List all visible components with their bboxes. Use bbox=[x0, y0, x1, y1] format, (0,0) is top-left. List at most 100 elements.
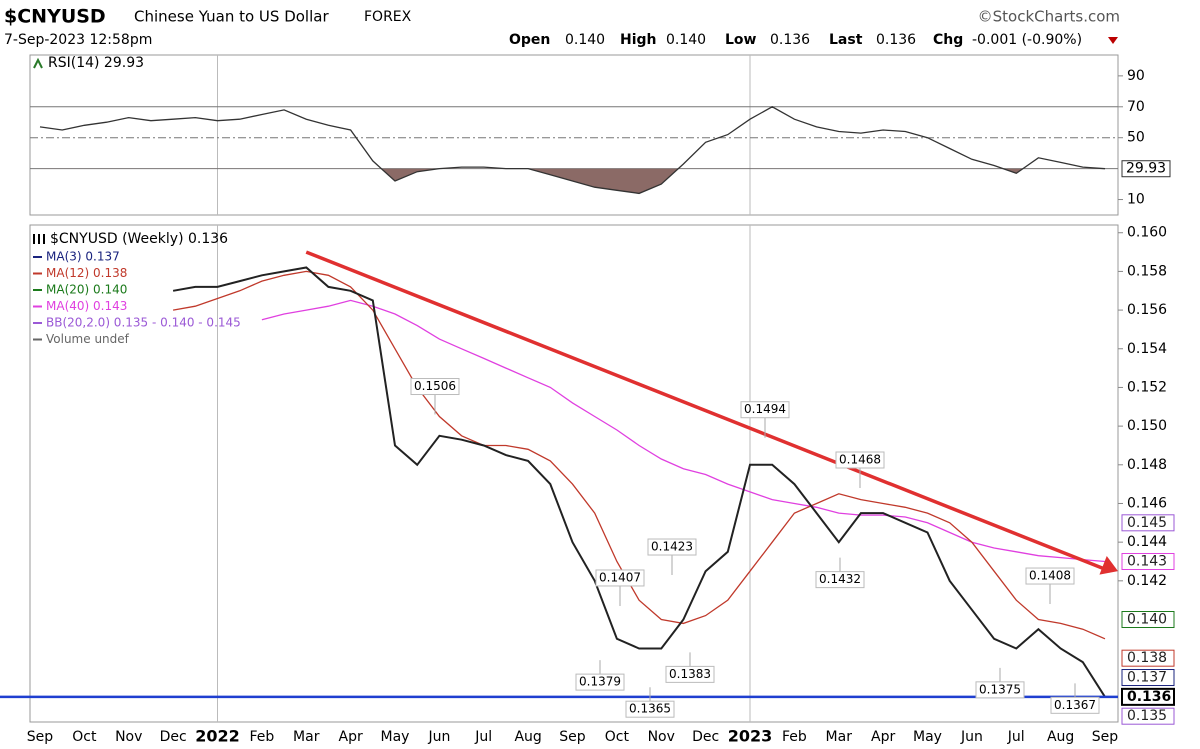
y-tick-label: 10 bbox=[1127, 192, 1145, 208]
x-tick-label: Mar bbox=[826, 729, 853, 745]
low-value: 0.136 bbox=[770, 32, 810, 48]
value-badge-label: 0.143 bbox=[1127, 553, 1167, 569]
annotation-box bbox=[1050, 696, 1100, 714]
x-tick-label: Sep bbox=[1092, 729, 1119, 745]
moving-average bbox=[261, 299, 1106, 563]
value-badge bbox=[1121, 707, 1175, 725]
legend-entry: MA(3) 0.137 bbox=[46, 250, 120, 264]
high-value: 0.140 bbox=[666, 32, 706, 48]
annotation-box bbox=[835, 451, 885, 469]
legend-icon bbox=[33, 57, 43, 69]
annotation-box bbox=[1025, 567, 1075, 585]
value-badge bbox=[1121, 649, 1175, 667]
legend-entry: BB(20,2.0) 0.135 - 0.140 - 0.145 bbox=[46, 316, 241, 330]
annotation: 0.1494 bbox=[744, 402, 786, 416]
trend-arrow bbox=[1099, 555, 1118, 575]
last-badge-label: 29.93 bbox=[1126, 161, 1166, 177]
y-tick-label: 0.146 bbox=[1127, 495, 1167, 511]
value-badge-label: 0.140 bbox=[1127, 612, 1167, 628]
y-tick-label: 0.154 bbox=[1127, 341, 1167, 357]
symbol: $CNYUSD bbox=[4, 6, 106, 28]
x-tick-label: Dec bbox=[692, 729, 719, 745]
x-tick-label: Apr bbox=[339, 729, 363, 745]
annotation: 0.1375 bbox=[979, 682, 1021, 696]
legend-entry: $CNYUSD (Weekly) 0.136 bbox=[50, 231, 228, 247]
y-tick-label: 0.150 bbox=[1127, 418, 1167, 434]
x-tick-label: Aug bbox=[1047, 729, 1074, 745]
x-tick-label: May bbox=[913, 729, 942, 745]
open-label: Open bbox=[509, 32, 550, 48]
x-tick-label: Feb bbox=[249, 729, 274, 745]
y-tick-label: 0.158 bbox=[1127, 263, 1167, 279]
y-tick-label: 70 bbox=[1127, 99, 1145, 115]
trend-line bbox=[305, 250, 1111, 573]
value-badge bbox=[1121, 552, 1175, 570]
legend-icon bbox=[33, 234, 45, 244]
annotation: 0.1407 bbox=[599, 570, 641, 584]
change-label: Chg bbox=[933, 32, 963, 48]
price-panel bbox=[29, 224, 1119, 723]
value-badge-label: 0.137 bbox=[1127, 670, 1167, 686]
x-tick-label: Aug bbox=[514, 729, 541, 745]
x-tick-label: Sep bbox=[27, 729, 54, 745]
oversold-fill bbox=[381, 168, 1105, 194]
down-arrow bbox=[1108, 37, 1118, 44]
x-tick-label: Feb bbox=[782, 729, 807, 745]
annotation: 0.1408 bbox=[1029, 569, 1071, 583]
x-tick-label: Nov bbox=[648, 729, 675, 745]
price-line bbox=[172, 266, 1106, 698]
value-badge bbox=[1121, 669, 1175, 687]
y-tick-label: 90 bbox=[1127, 68, 1145, 84]
x-tick-label: Jul bbox=[474, 729, 492, 745]
annotation-box bbox=[410, 378, 460, 396]
y-tick-label: 0.148 bbox=[1127, 457, 1167, 473]
change-value: -0.001 (-0.90%) bbox=[972, 32, 1082, 48]
value-badge-label: 0.136 bbox=[1127, 689, 1171, 705]
annotation: 0.1423 bbox=[651, 540, 693, 554]
y-tick-label: 0.160 bbox=[1127, 225, 1167, 241]
x-tick-label: Jun bbox=[960, 729, 983, 745]
annotation: 0.1432 bbox=[819, 572, 861, 586]
x-tick-label: Oct bbox=[605, 729, 630, 745]
value-badge bbox=[1121, 611, 1175, 629]
instrument-name: Chinese Yuan to US Dollar bbox=[134, 8, 329, 26]
last-value: 0.136 bbox=[876, 32, 916, 48]
high-label: High bbox=[620, 32, 657, 48]
y-tick-label: 0.144 bbox=[1127, 534, 1167, 550]
legend-entry: MA(20) 0.140 bbox=[46, 283, 127, 297]
value-badge-label: 0.138 bbox=[1127, 650, 1167, 666]
x-tick-label: 2023 bbox=[728, 727, 773, 746]
annotation-box bbox=[665, 665, 715, 683]
legend-entry: MA(40) 0.143 bbox=[46, 299, 127, 313]
open-value: 0.140 bbox=[565, 32, 605, 48]
exchange: FOREX bbox=[364, 9, 412, 25]
x-tick-label: Jul bbox=[1007, 729, 1025, 745]
annotation-box bbox=[740, 401, 790, 419]
rsi-panel bbox=[29, 54, 1119, 216]
timestamp: 7-Sep-2023 12:58pm bbox=[4, 32, 152, 48]
last-label: Last bbox=[829, 32, 863, 48]
annotation: 0.1383 bbox=[669, 667, 711, 681]
low-label: Low bbox=[725, 32, 757, 48]
annotation: 0.1379 bbox=[579, 675, 621, 689]
annotation-box bbox=[975, 681, 1025, 699]
y-tick-label: 0.156 bbox=[1127, 302, 1167, 318]
x-tick-label: Nov bbox=[115, 729, 142, 745]
value-badge-label: 0.145 bbox=[1127, 515, 1167, 531]
x-tick-label: 2022 bbox=[195, 727, 240, 746]
annotation-box bbox=[595, 569, 645, 587]
annotation-box bbox=[625, 700, 675, 718]
legend-entry: MA(12) 0.138 bbox=[46, 266, 127, 280]
y-tick-label: 0.152 bbox=[1127, 379, 1167, 395]
annotation: 0.1367 bbox=[1054, 698, 1096, 712]
value-badge-label: 0.135 bbox=[1127, 708, 1167, 724]
legend-entry: Volume undef bbox=[46, 332, 130, 346]
rsi-line bbox=[39, 106, 1106, 195]
x-tick-label: Mar bbox=[293, 729, 320, 745]
annotation: 0.1468 bbox=[839, 453, 881, 467]
source: ©StockCharts.com bbox=[978, 8, 1120, 26]
annotation-box bbox=[815, 571, 865, 589]
legend-entry: RSI(14) 29.93 bbox=[48, 55, 144, 71]
